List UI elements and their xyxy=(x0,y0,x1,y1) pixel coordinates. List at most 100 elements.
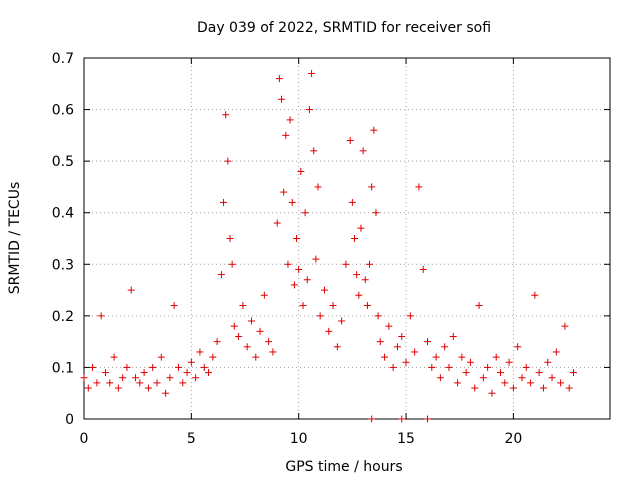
data-point xyxy=(329,302,337,310)
data-point xyxy=(196,348,204,356)
data-point xyxy=(492,353,500,361)
data-point xyxy=(140,369,148,377)
data-point xyxy=(471,384,479,392)
y-tick-label: 0.3 xyxy=(52,257,74,273)
data-point xyxy=(393,343,401,351)
data-point xyxy=(561,322,569,330)
data-point xyxy=(89,363,97,371)
x-tick-label: 15 xyxy=(397,431,415,447)
y-tick-label: 0 xyxy=(65,412,74,428)
data-point xyxy=(557,379,565,387)
data-point xyxy=(230,322,238,330)
data-point xyxy=(527,379,535,387)
data-point xyxy=(415,183,423,191)
data-point xyxy=(505,358,513,366)
data-point xyxy=(205,369,213,377)
data-point xyxy=(170,302,178,310)
data-point xyxy=(297,167,305,175)
data-point xyxy=(445,363,453,371)
data-point xyxy=(565,384,573,392)
data-point xyxy=(355,291,363,299)
data-point xyxy=(484,363,492,371)
data-point xyxy=(136,379,144,387)
data-point xyxy=(535,369,543,377)
data-point xyxy=(310,147,318,155)
data-point xyxy=(458,353,466,361)
data-point xyxy=(428,363,436,371)
y-tick-label: 0.4 xyxy=(52,206,74,222)
data-point xyxy=(531,291,539,299)
data-point xyxy=(406,312,414,320)
data-point xyxy=(97,312,105,320)
data-point xyxy=(320,286,328,294)
data-point xyxy=(398,332,406,340)
data-point xyxy=(552,348,560,356)
data-point xyxy=(282,131,290,139)
data-point xyxy=(348,198,356,206)
data-point xyxy=(80,374,88,382)
data-point xyxy=(351,235,359,242)
data-point xyxy=(213,338,221,346)
y-tick-label: 0.7 xyxy=(52,51,74,67)
x-tick-label: 20 xyxy=(504,431,522,447)
data-point xyxy=(179,379,187,387)
data-point xyxy=(293,235,301,242)
data-point xyxy=(288,198,296,206)
data-point xyxy=(299,302,307,310)
data-point xyxy=(187,358,195,366)
data-point xyxy=(260,291,268,299)
data-point xyxy=(501,379,509,387)
data-point xyxy=(509,384,517,392)
data-point xyxy=(522,363,530,371)
data-point xyxy=(280,188,288,196)
data-point xyxy=(436,374,444,382)
data-point xyxy=(209,353,217,361)
data-point xyxy=(381,353,389,361)
data-point xyxy=(518,374,526,382)
data-point xyxy=(153,379,161,387)
data-point xyxy=(514,343,522,351)
data-point xyxy=(273,219,281,227)
data-point xyxy=(389,363,397,371)
data-point xyxy=(265,338,273,346)
data-point xyxy=(228,260,236,268)
data-point xyxy=(338,317,346,325)
data-point xyxy=(398,415,406,423)
data-point xyxy=(441,343,449,351)
data-point xyxy=(132,374,140,382)
data-point xyxy=(454,379,462,387)
data-point xyxy=(376,338,384,346)
data-point xyxy=(368,183,376,191)
y-axis-label: SRMTID / TECUs xyxy=(7,182,23,295)
data-point xyxy=(475,302,483,310)
data-point xyxy=(217,271,225,279)
data-point xyxy=(570,369,578,377)
data-point xyxy=(278,95,286,103)
chart-title: Day 039 of 2022, SRMTID for receiver sof… xyxy=(197,20,491,36)
data-point xyxy=(222,111,230,119)
data-point xyxy=(123,363,131,371)
data-point xyxy=(449,332,457,340)
data-point xyxy=(93,379,101,387)
data-point xyxy=(295,265,303,273)
data-point xyxy=(370,126,378,134)
data-point xyxy=(314,183,322,191)
data-point xyxy=(366,260,374,268)
data-point xyxy=(539,384,547,392)
data-point xyxy=(110,353,118,361)
data-point xyxy=(247,317,255,325)
data-point xyxy=(312,255,320,263)
data-point xyxy=(544,358,552,366)
data-point xyxy=(325,327,333,335)
data-point xyxy=(220,198,228,206)
data-point xyxy=(346,137,354,145)
data-point xyxy=(372,209,380,217)
data-point xyxy=(192,374,200,382)
plot-frame xyxy=(83,57,611,420)
data-point xyxy=(424,415,432,423)
data-point xyxy=(243,343,251,351)
data-point xyxy=(174,363,182,371)
data-point xyxy=(466,358,474,366)
data-point xyxy=(149,363,157,371)
